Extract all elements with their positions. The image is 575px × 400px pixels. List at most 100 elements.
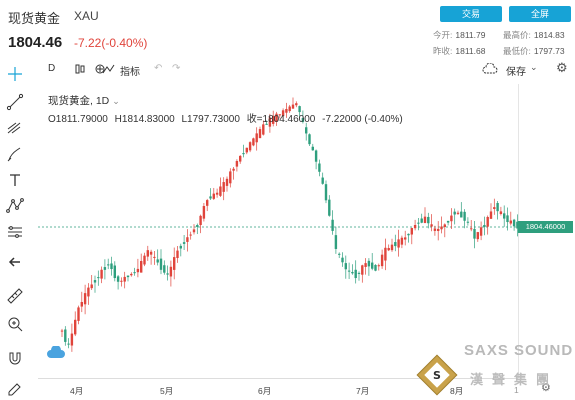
x-label-jun: 6月 xyxy=(258,386,272,396)
candle-body xyxy=(262,124,265,135)
text-icon[interactable] xyxy=(5,170,25,190)
chevron-down-icon[interactable]: ⌄ xyxy=(112,96,120,106)
candle-body xyxy=(463,211,466,221)
candle-body xyxy=(288,106,291,112)
pattern-icon[interactable] xyxy=(5,196,25,216)
candle-body xyxy=(242,153,245,155)
indicators-button[interactable]: 指标 xyxy=(120,67,140,78)
candle-body xyxy=(486,216,489,227)
candle-body xyxy=(235,160,239,167)
candle-body xyxy=(440,226,443,230)
candle-body xyxy=(120,280,123,282)
candle-body xyxy=(192,229,196,233)
redo-icon[interactable]: ↷ xyxy=(172,63,181,74)
candle-body xyxy=(371,262,374,269)
brush-icon[interactable] xyxy=(5,144,25,164)
candle-body xyxy=(173,257,176,270)
candle-body xyxy=(305,127,308,134)
candle-body xyxy=(308,134,311,145)
candle-body xyxy=(377,265,380,267)
candle-body xyxy=(166,273,169,275)
candle-body xyxy=(361,265,364,275)
chevron-down-icon[interactable]: ⌄ xyxy=(530,62,538,72)
drawing-toolbar xyxy=(0,60,30,400)
candle-body xyxy=(334,235,338,249)
magnet-icon[interactable] xyxy=(5,348,25,368)
zoom-in-icon[interactable] xyxy=(5,314,25,334)
candle-body xyxy=(136,268,140,273)
legend-name: 现货黄金, xyxy=(48,95,93,107)
candle-body xyxy=(295,103,298,106)
high-label: 最高价: xyxy=(503,30,531,40)
gear-icon[interactable]: ⚙ xyxy=(556,60,568,75)
candle-body xyxy=(450,215,453,222)
candle-body xyxy=(423,216,427,223)
candle-body xyxy=(420,218,423,223)
x-label-apr: 4月 xyxy=(70,386,84,396)
candle-body xyxy=(384,247,387,261)
candle-body xyxy=(153,256,156,258)
candle-body xyxy=(97,277,100,279)
candle-body xyxy=(176,250,179,259)
candle-body xyxy=(70,333,74,346)
candle-body xyxy=(126,275,130,278)
forecast-icon[interactable] xyxy=(5,222,25,242)
candle-body xyxy=(232,168,235,171)
candle-body xyxy=(400,237,404,245)
watermark-logo-icon: S xyxy=(416,354,458,396)
prev-close-label: 昨收: xyxy=(433,46,453,56)
fullscreen-button[interactable]: 全屏 xyxy=(509,6,571,22)
axis-settings-icon[interactable]: ⚙ xyxy=(541,382,551,394)
indicators-icon[interactable] xyxy=(102,63,118,78)
compare-icon[interactable] xyxy=(94,63,106,78)
trend-line-icon[interactable] xyxy=(5,92,25,112)
lock-drawing-icon[interactable] xyxy=(5,376,25,396)
candle-body xyxy=(130,273,133,276)
low-value: 1797.73 xyxy=(533,46,565,56)
candle-body xyxy=(367,260,371,267)
save-button[interactable]: 保存 xyxy=(506,67,526,78)
candle-body xyxy=(196,224,199,227)
candlestick-chart[interactable] xyxy=(38,84,518,378)
candle-body xyxy=(341,257,344,263)
candle-body xyxy=(156,259,159,263)
candle-body xyxy=(347,270,351,272)
current-price-label: 1804.46000 xyxy=(518,221,573,233)
candle-body xyxy=(206,200,209,206)
trade-button[interactable]: 交易 xyxy=(440,6,502,22)
candle-body xyxy=(499,211,503,215)
candle-body xyxy=(229,171,232,184)
candle-body xyxy=(470,228,473,230)
interval-button[interactable]: D xyxy=(48,63,56,74)
candle-body xyxy=(209,196,212,199)
watermark-en: SAXS SOUND xyxy=(464,342,574,359)
candle-body xyxy=(281,110,285,117)
undo-icon[interactable]: ↶ xyxy=(154,63,163,74)
candle-body xyxy=(116,276,120,282)
open-value: 1811.79 xyxy=(455,30,486,40)
candle-body xyxy=(149,251,153,255)
candle-body xyxy=(67,343,70,345)
fib-icon[interactable] xyxy=(5,118,25,138)
candle-body xyxy=(169,266,173,277)
candle-body xyxy=(113,265,116,279)
candle-body xyxy=(265,123,268,125)
candle-body xyxy=(268,117,272,127)
candle-body xyxy=(324,184,328,201)
low-label: 最低价: xyxy=(503,46,531,56)
candle-type-icon[interactable] xyxy=(74,63,86,78)
ruler-icon[interactable] xyxy=(5,286,25,306)
x-label-jul: 7月 xyxy=(356,386,370,396)
candle-body xyxy=(479,227,483,236)
candle-body xyxy=(258,129,262,139)
candle-body xyxy=(239,155,242,162)
candle-body xyxy=(427,216,430,224)
candle-body xyxy=(509,220,512,224)
candle-body xyxy=(275,113,278,122)
candle-body xyxy=(179,245,182,249)
candle-body xyxy=(496,202,499,212)
crosshair-icon[interactable] xyxy=(5,64,25,84)
candle-body xyxy=(512,219,516,227)
arrow-left-icon[interactable] xyxy=(5,252,25,272)
cloud-icon[interactable] xyxy=(482,62,498,80)
